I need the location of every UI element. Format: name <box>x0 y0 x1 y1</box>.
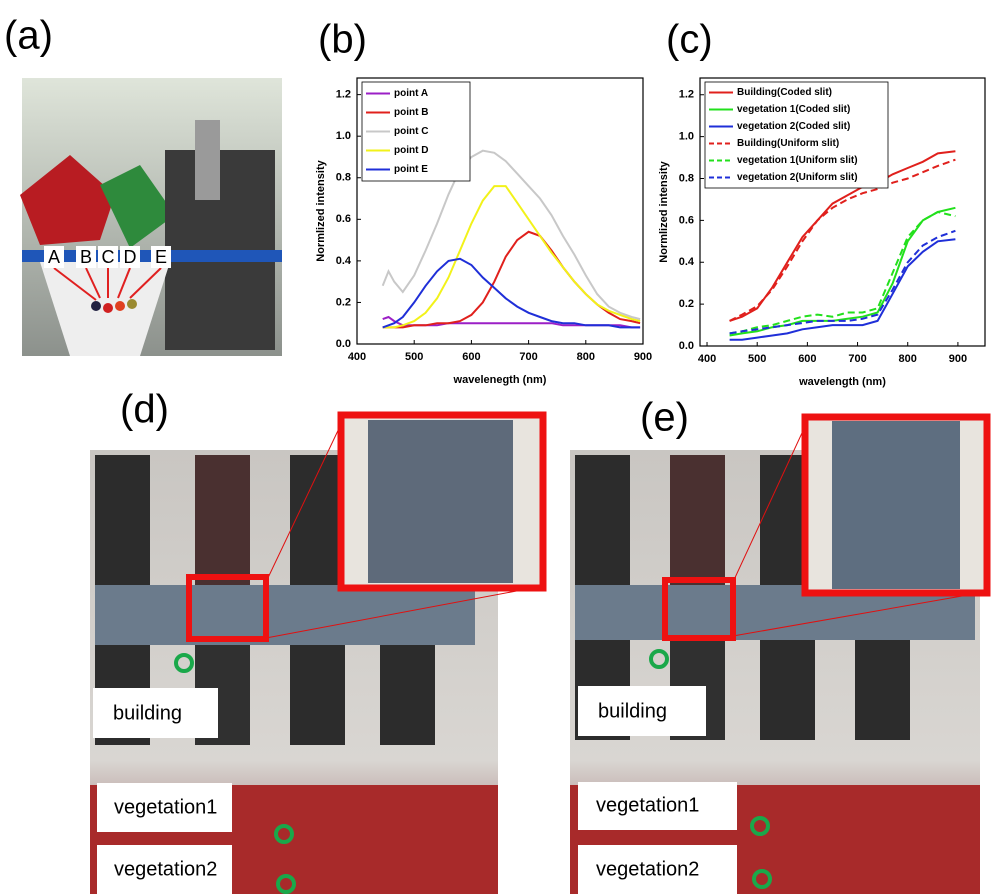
x-tick-label: 800 <box>899 353 917 365</box>
x-tick-label: 500 <box>405 351 423 363</box>
panel-label: (d) <box>120 388 169 432</box>
series-line <box>382 230 641 329</box>
y-tick-label: 1.2 <box>336 89 351 101</box>
marker-label: C <box>102 247 115 267</box>
x-tick-label: 400 <box>348 351 366 363</box>
annotation: vegetation1 <box>596 794 699 816</box>
y-tick-label: 0.4 <box>679 256 695 268</box>
y-tick-label: 0.6 <box>336 213 351 225</box>
y-tick-label: 0.8 <box>336 172 351 184</box>
photo-e: building vegetation1 vegetation2 <box>570 413 991 894</box>
y-tick-label: 0.0 <box>679 340 694 352</box>
marker-label: D <box>124 247 137 267</box>
x-tick-label: 700 <box>519 351 537 363</box>
x-tick-label: 800 <box>577 351 595 363</box>
legend-label: point C <box>394 126 428 137</box>
x-tick-label: 600 <box>462 351 480 363</box>
annotation: building <box>598 700 667 722</box>
y-tick-label: 1.2 <box>679 89 694 101</box>
marker-box <box>76 246 96 268</box>
series-line <box>382 185 641 329</box>
annotation: vegetation2 <box>114 858 217 880</box>
series-line <box>729 210 956 335</box>
y-tick-label: 1.0 <box>336 130 351 142</box>
annotation: vegetation1 <box>114 796 217 818</box>
legend-box <box>704 81 889 189</box>
legend-label: point A <box>394 88 428 99</box>
legend-label: vegetation 1(Uniform slit) <box>737 155 858 166</box>
annotation: building <box>113 702 182 724</box>
x-axis-label: wavelenegth (nm) <box>453 374 547 386</box>
series-line <box>729 229 956 335</box>
legend-label: Building(Uniform slit) <box>737 138 839 149</box>
x-tick-label: 600 <box>798 353 816 365</box>
marker-box <box>44 246 64 268</box>
y-tick-label: 1.0 <box>679 131 694 143</box>
legend-label: point E <box>394 164 428 175</box>
panel-label: (c) <box>666 18 713 62</box>
legend-label: vegetation 2(Coded slit) <box>737 121 850 132</box>
x-tick-label: 400 <box>698 353 716 365</box>
marker-box <box>98 246 118 268</box>
plot-frame <box>699 77 986 347</box>
marker-label: A <box>48 247 60 267</box>
photo-d: building vegetation1 vegetation2 <box>90 411 547 894</box>
marker-box <box>120 246 140 268</box>
panel-label: (b) <box>318 18 367 62</box>
marker-box <box>151 246 171 268</box>
series-line <box>382 257 641 329</box>
marker-label: E <box>155 247 167 267</box>
y-tick-label: 0.0 <box>336 338 351 350</box>
series-line <box>729 238 956 341</box>
series-line <box>729 150 956 322</box>
legend-label: vegetation 2(Uniform slit) <box>737 172 858 183</box>
x-tick-label: 900 <box>634 351 652 363</box>
marker-label: B <box>80 247 92 267</box>
series-line <box>729 158 956 322</box>
panel-label: (a) <box>4 14 53 58</box>
panel-label: (e) <box>640 396 689 440</box>
plot-frame <box>356 77 644 345</box>
y-tick-label: 0.2 <box>336 296 351 308</box>
legend-label: point B <box>394 107 428 118</box>
annotation: vegetation2 <box>596 858 699 880</box>
y-tick-label: 0.4 <box>336 255 352 267</box>
y-tick-label: 0.6 <box>679 214 694 226</box>
y-axis-label: Normlized intensity <box>658 160 670 262</box>
legend-label: point D <box>394 145 428 156</box>
series-line <box>381 149 641 321</box>
photo-a <box>20 78 282 356</box>
x-tick-label: 900 <box>949 353 967 365</box>
x-tick-label: 700 <box>848 353 866 365</box>
series-line <box>729 206 956 337</box>
y-tick-label: 0.2 <box>679 298 694 310</box>
y-tick-label: 0.8 <box>679 172 694 184</box>
x-axis-label: wavelength (nm) <box>798 376 886 388</box>
x-tick-label: 500 <box>748 353 766 365</box>
legend-label: Building(Coded slit) <box>737 87 832 98</box>
y-axis-label: Normlized intensity <box>315 159 327 261</box>
legend-label: vegetation 1(Coded slit) <box>737 104 850 115</box>
